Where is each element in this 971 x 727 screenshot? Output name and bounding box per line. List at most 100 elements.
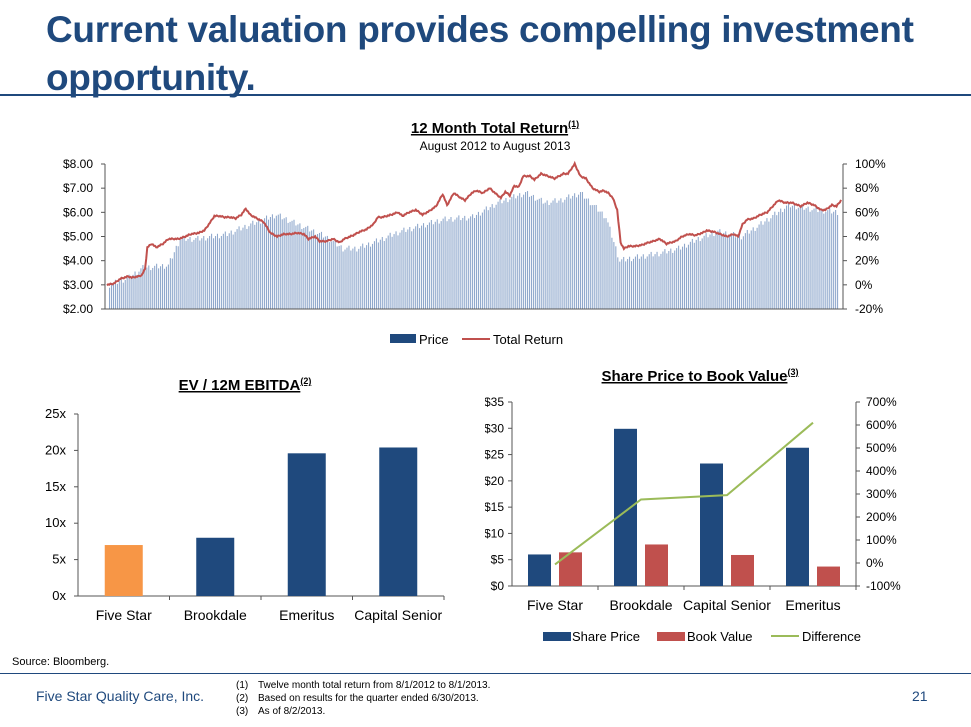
price-bar (150, 270, 152, 309)
price-bar (160, 266, 162, 309)
price-bar (770, 218, 772, 309)
price-bar (695, 239, 697, 309)
price-bar (281, 219, 283, 309)
price-bar (109, 287, 111, 309)
price-bar (795, 209, 797, 309)
chart3-category-label: Five Star (527, 597, 583, 613)
price-bar (736, 235, 739, 309)
legend-share-price-label: Share Price (572, 629, 640, 644)
price-bar (578, 194, 580, 309)
price-bar (607, 222, 609, 309)
price-bar (581, 191, 584, 309)
price-bar (597, 211, 599, 309)
price-bar (401, 230, 403, 309)
price-bar (411, 231, 413, 309)
chart3-left-tick-label: $15 (485, 500, 504, 514)
price-bar (733, 231, 735, 309)
price-bar (630, 261, 633, 309)
price-bar (764, 221, 766, 309)
source-note: Source: Bloomberg. (12, 656, 110, 668)
price-bar (126, 277, 128, 309)
price-bar (793, 204, 795, 309)
price-bar (530, 195, 532, 309)
price-bar (787, 202, 790, 309)
company-name: Five Star Quality Care, Inc. (36, 688, 205, 704)
price-bar (409, 226, 411, 309)
price-bar (744, 233, 746, 309)
price-bar (668, 251, 670, 309)
price-bar (650, 251, 652, 309)
price-bar (654, 254, 656, 309)
price-bar (165, 266, 167, 309)
price-bar (434, 221, 436, 309)
price-bar (209, 236, 211, 309)
share-price-bar (786, 447, 809, 586)
price-bar (705, 233, 707, 309)
price-bar (379, 239, 381, 309)
price-bar (454, 219, 456, 309)
price-bar (536, 199, 538, 309)
price-bar (132, 274, 134, 309)
price-bar (615, 246, 617, 309)
chart3-right-tick-label: 200% (866, 510, 897, 524)
price-bar (203, 236, 205, 309)
price-bar (534, 200, 536, 309)
price-bar (658, 256, 660, 309)
price-bar (483, 209, 485, 309)
price-bar (613, 242, 615, 309)
price-bar (440, 221, 442, 309)
price-bar (299, 223, 301, 309)
price-bar (662, 251, 664, 309)
price-bar (680, 249, 682, 309)
price-bar (360, 246, 362, 309)
price-bar (397, 235, 399, 309)
price-bar (313, 229, 315, 309)
price-bar (819, 210, 821, 309)
price-bar (311, 230, 313, 309)
price-bar (636, 254, 638, 309)
price-bar (519, 193, 521, 309)
book-value-bar (731, 554, 754, 586)
price-bar (801, 204, 803, 309)
title-divider (0, 94, 971, 96)
chart3-category-label: Brookdale (609, 597, 672, 613)
price-bar (523, 194, 525, 309)
price-bar (352, 248, 354, 309)
price-bar (167, 264, 169, 309)
price-bar (625, 261, 627, 309)
price-bar (697, 236, 699, 309)
chart3-category-label: Capital Senior (683, 597, 771, 613)
price-bar (350, 250, 352, 309)
price-bar (456, 217, 458, 309)
price-bar (491, 204, 493, 309)
price-bar (181, 237, 183, 309)
price-bar (648, 254, 650, 309)
price-bar (195, 237, 197, 309)
price-bar (642, 254, 644, 309)
price-bar (758, 224, 760, 309)
ebitda-bar (287, 453, 326, 596)
price-bar (328, 242, 330, 309)
price-bar (672, 252, 674, 309)
price-bar (719, 229, 721, 309)
chart1-left-tick-label: $8.00 (63, 157, 93, 171)
price-bar (218, 238, 220, 309)
chart3-left-tick-label: $35 (485, 395, 504, 409)
price-bar (472, 214, 474, 309)
price-bar (711, 231, 713, 309)
price-bar (185, 240, 187, 309)
price-bar (627, 259, 629, 309)
chart3-left-tick-label: $10 (485, 526, 504, 540)
price-bar (717, 230, 719, 309)
price-bar (609, 226, 611, 309)
price-bar (295, 225, 297, 309)
price-bar (821, 208, 823, 309)
price-bar (452, 221, 454, 309)
price-bar (831, 213, 833, 309)
price-bar (595, 204, 597, 309)
price-bar (250, 223, 252, 309)
price-bar (752, 227, 754, 309)
price-bar (246, 228, 248, 309)
price-bar (784, 208, 786, 309)
price-bar (234, 231, 236, 309)
